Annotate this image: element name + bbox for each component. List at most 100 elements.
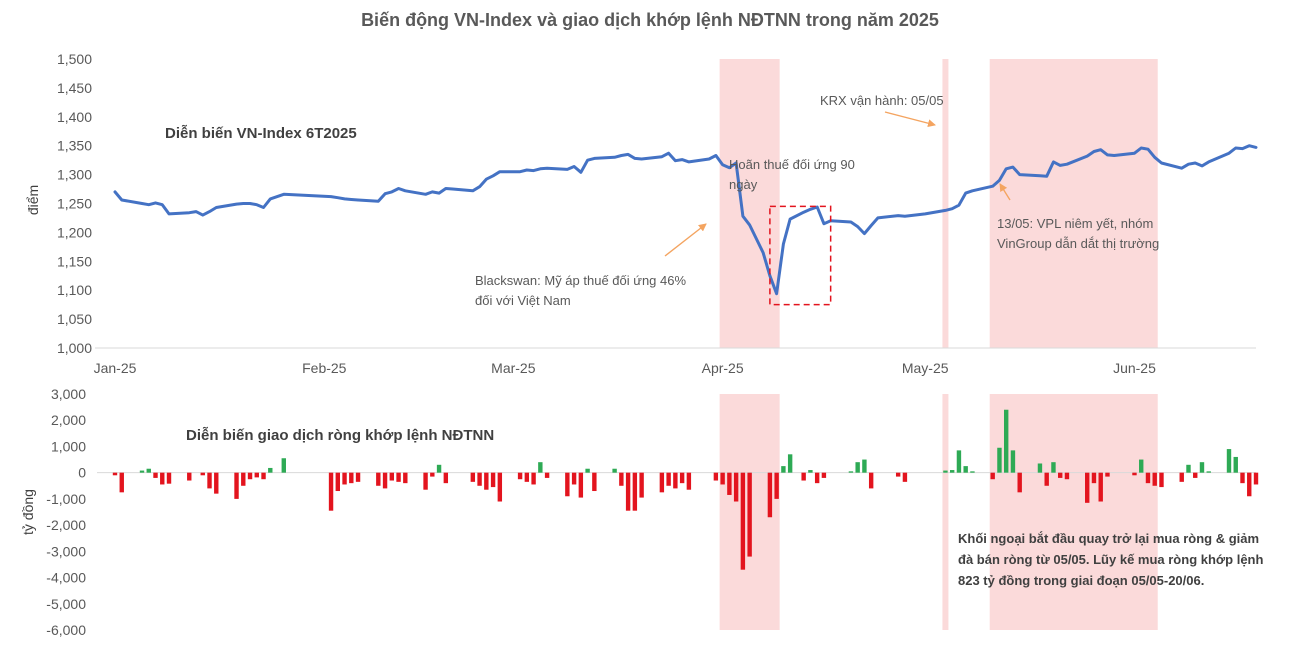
- net-flow-bar: [679, 472, 685, 484]
- net-flow-bar: [578, 472, 584, 498]
- net-flow-bar: [430, 472, 435, 477]
- bottom-y-tick-label: -4,000: [46, 570, 86, 586]
- top-x-axis: Jan-25 Feb-25 Mar-25 Apr-25 May-25 Jun-25: [94, 360, 1156, 376]
- net-flow-bar: [774, 472, 779, 499]
- net-flow-bar: [1091, 472, 1097, 484]
- net-flow-bar: [1179, 472, 1184, 482]
- net-flow-bar: [484, 472, 489, 490]
- net-flow-bar: [639, 472, 644, 498]
- crash-highlight-box: [769, 205, 832, 306]
- top-x-tick-label: Mar-25: [491, 360, 536, 376]
- net-flow-bar: [1098, 472, 1103, 502]
- bottom-subtitle: Diễn biến giao dịch ròng khớp lệnh NĐTNN: [186, 427, 494, 444]
- net-flow-bar: [814, 472, 820, 484]
- bottom-y-tick-label: -2,000: [46, 517, 86, 533]
- annotation-blackswan: Blackswan: Mỹ áp thuế đối ứng 46% đối vớ…: [475, 273, 690, 308]
- bottom-y-tick-label: -1,000: [46, 491, 86, 507]
- net-flow-bar: [1199, 462, 1205, 473]
- net-flow-bar: [592, 472, 597, 492]
- top-shaded-band: [989, 59, 1158, 348]
- annotation-arrow-vpl: [999, 183, 1011, 201]
- net-flow-bar: [956, 450, 962, 473]
- net-flow-bar: [389, 472, 395, 481]
- net-flow-bar: [497, 472, 503, 502]
- annotation-vpl-line: 13/05: VPL niêm yết, nhóm: [997, 216, 1153, 231]
- net-flow-bar: [1186, 464, 1191, 473]
- annotation-arrow-blackswan: [664, 223, 707, 257]
- top-x-tick-label: Jan-25: [94, 360, 137, 376]
- net-flow-bar: [544, 472, 550, 478]
- bottom-y-tick-label: -6,000: [46, 622, 86, 638]
- annotation-hoan-thue: Hoãn thuế đối ứng 90 ngày: [729, 157, 858, 192]
- net-flow-bar: [619, 472, 624, 486]
- net-flow-bar: [214, 472, 219, 494]
- net-flow-bar: [1037, 463, 1043, 473]
- net-flow-bar: [1226, 449, 1232, 473]
- net-flow-bar: [868, 472, 874, 489]
- top-y-tick-label: 1,100: [57, 282, 92, 298]
- net-flow-bar: [1253, 472, 1259, 485]
- net-flow-bar: [376, 472, 381, 486]
- net-flow-bar: [241, 472, 246, 486]
- top-shaded-band: [719, 59, 780, 348]
- net-flow-bar: [1139, 459, 1144, 473]
- net-flow-bar: [1159, 472, 1164, 488]
- net-flow-bar: [720, 472, 725, 485]
- net-flow-bar: [1017, 472, 1022, 493]
- net-flow-bar: [848, 471, 854, 473]
- chart-title: Biến động VN-Index và giao dịch khớp lện…: [361, 10, 939, 30]
- top-y-tick-label: 1,000: [57, 340, 92, 356]
- net-flow-bar: [673, 472, 678, 489]
- net-flow-bar: [1044, 472, 1049, 486]
- net-flow-bar: [166, 472, 172, 484]
- top-y-tick-label: 1,150: [57, 253, 92, 269]
- net-flow-bar: [733, 472, 739, 502]
- net-flow-bar: [355, 472, 361, 482]
- top-x-tick-label: Apr-25: [702, 360, 744, 376]
- net-flow-bar: [139, 470, 145, 473]
- net-flow-bar: [1058, 472, 1063, 478]
- net-flow-bar: [1003, 409, 1009, 473]
- net-flow-bar: [200, 472, 205, 476]
- net-flow-bar: [423, 472, 428, 490]
- net-flow-bar: [187, 472, 192, 481]
- net-flow-bar: [234, 472, 239, 499]
- bottom-y-label: tỷ đồng: [20, 489, 36, 535]
- net-flow-bar: [949, 470, 955, 473]
- net-flow-bar: [470, 472, 476, 482]
- net-flow-bar: [801, 472, 806, 481]
- net-flow-bar: [1085, 472, 1090, 503]
- net-flow-bar: [119, 472, 124, 493]
- bottom-y-tick-label: -3,000: [46, 543, 86, 559]
- top-y-tick-label: 1,350: [57, 138, 92, 154]
- top-shaded-periods: [719, 59, 1158, 348]
- net-flow-bar: [740, 472, 746, 570]
- top-subtitle: Diễn biến VN-Index 6T2025: [165, 125, 357, 142]
- net-flow-bar: [1105, 472, 1110, 477]
- net-flow-bar: [112, 472, 118, 476]
- net-flow-bar: [625, 472, 631, 511]
- net-flow-bar: [970, 471, 975, 473]
- net-flow-bar: [247, 472, 253, 480]
- net-flow-bar: [160, 472, 165, 485]
- net-flow-bar: [943, 470, 948, 473]
- net-flow-bar: [328, 472, 334, 511]
- net-flow-bar: [349, 472, 354, 484]
- top-y-tick-label: 1,500: [57, 51, 92, 67]
- top-x-tick-label: May-25: [902, 360, 949, 376]
- net-flow-bar: [342, 472, 347, 485]
- net-flow-bar: [261, 472, 266, 480]
- annotation-khoi-ngoai: Khối ngoại bắt đầu quay trở lại mua ròng…: [958, 531, 1267, 588]
- net-flow-bar: [1240, 472, 1245, 484]
- annotation-arrows: [664, 111, 1011, 257]
- annotation-hoan-thue-line: Hoãn thuế đối ứng 90: [729, 157, 855, 172]
- annotation-hoan-thue-line: ngày: [729, 177, 758, 192]
- annotation-blackswan-line: Blackswan: Mỹ áp thuế đối ứng 46%: [475, 273, 686, 288]
- net-flow-bar: [727, 472, 732, 495]
- net-flow-bar: [254, 472, 259, 478]
- top-y-tick-label: 1,300: [57, 167, 92, 183]
- net-flow-bar: [585, 468, 590, 473]
- bottom-shaded-periods: [719, 394, 1158, 630]
